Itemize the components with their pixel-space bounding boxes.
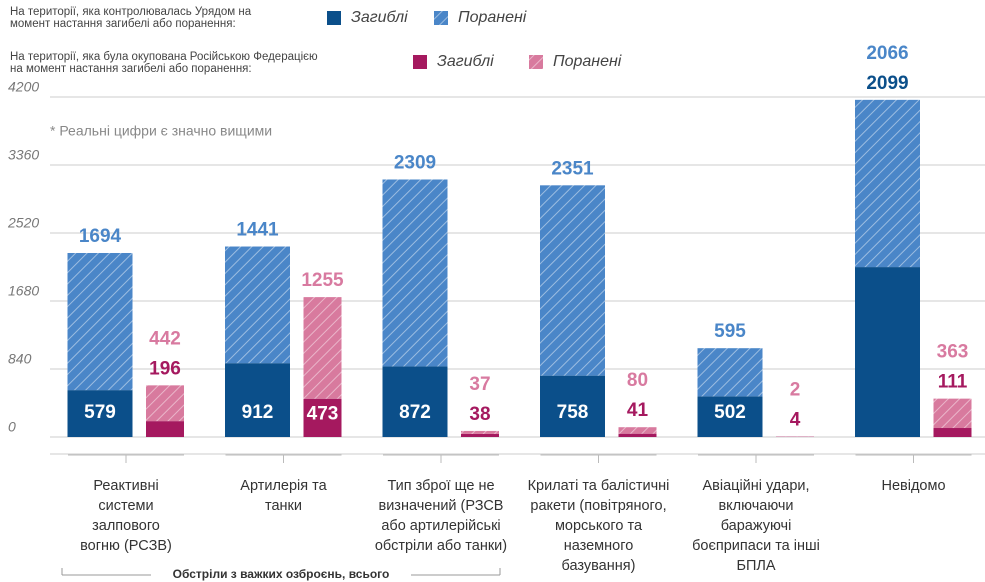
legend-label: Загиблі [437,53,494,70]
value-label: 4 [790,410,801,431]
bar-segment [146,385,184,422]
value-label: 80 [627,370,648,391]
y-tick-label: 2520 [7,215,39,231]
value-label: 41 [627,400,649,421]
x-tick-label: Реактивні системи залпового вогню (РСЗВ) [80,478,172,554]
bar-segment [855,99,920,268]
y-tick-label: 1680 [8,283,39,299]
value-label: 442 [149,328,181,349]
value-label: 196 [149,358,181,379]
legend-group-label: На території, яка контролювалась Урядом … [10,6,252,30]
bar-segment [461,430,499,434]
x-tick-label: Артилерія та танки [240,478,327,514]
bar-segment [697,348,763,397]
legend-group-label: На території, яка була окупована Російсь… [10,51,318,75]
x-tick-label: Крилаті та балістичні ракети (повітряног… [527,478,670,574]
bar-segment [67,390,133,437]
y-tick-label: 4200 [8,79,39,95]
value-label: 758 [557,402,589,423]
bar-segment [540,375,605,437]
bar-segment [540,185,605,376]
value-label: 872 [399,402,431,423]
bar-segment [303,398,342,437]
value-label: 2309 [394,153,436,174]
value-label: 1694 [79,226,122,247]
annotation: * Реальні цифри є значно вищими [50,123,272,139]
value-label: 363 [937,342,969,363]
value-label: 579 [84,402,116,423]
value-label: 2066 [866,43,908,64]
bar-segment [225,246,290,364]
legend-label: Загиблі [351,9,408,26]
legend-swatch [413,55,427,69]
bar-segment [618,427,657,434]
bar-segment [461,433,499,437]
bar-segment [697,396,763,437]
value-label: 2351 [551,158,594,179]
value-label: 38 [469,404,490,425]
bracket-label: Обстріли з важких озброєнь, всього [173,567,390,581]
bar-segment [146,421,184,437]
value-label: 2 [790,380,801,401]
bar-segment [382,179,448,367]
value-label: 37 [469,374,490,395]
value-label: 1255 [301,270,344,291]
value-label: 111 [938,372,968,393]
legend-label: Поранені [553,53,622,70]
bar-segment [933,428,972,437]
x-tick-label: Тип зброї ще не визначений (РЗСВ або арт… [374,478,508,554]
y-tick-label: 0 [8,419,16,435]
legend-label: Поранені [458,9,527,26]
bar-segment [933,398,972,429]
value-label: 2099 [866,73,908,94]
legend-swatch [327,11,341,25]
value-label: 1441 [236,220,279,241]
y-tick-label: 840 [8,351,32,367]
bar-segment [303,297,342,399]
legend-swatch [434,11,448,25]
bar-segment [225,363,290,437]
bar-segment [855,267,920,437]
bar-segment [67,252,133,391]
value-label: 502 [714,402,746,423]
bar-segment [618,433,657,437]
legend-swatch [529,55,543,69]
x-tick-label: Невідомо [881,478,946,494]
value-label: 595 [714,321,746,342]
y-tick-label: 3360 [8,147,39,163]
value-label: 473 [307,404,339,425]
value-label: 912 [242,402,274,423]
x-tick-label: Авіаційні удари, включаючи баражуючі боє… [692,478,820,574]
bar-segment [382,366,448,437]
